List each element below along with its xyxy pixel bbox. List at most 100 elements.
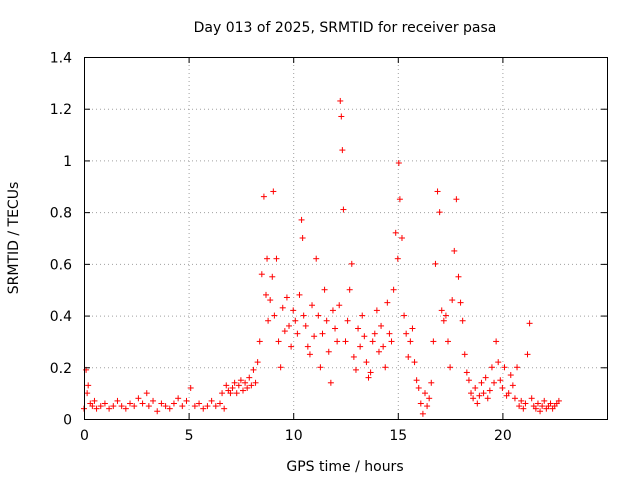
data-point (264, 255, 271, 262)
data-point (532, 405, 539, 412)
data-point (309, 302, 316, 309)
data-point (486, 387, 493, 394)
data-point (221, 405, 228, 412)
data-point (342, 338, 349, 345)
x-axis-label: GPS time / hours (286, 459, 403, 475)
data-point (110, 403, 117, 410)
data-point (212, 403, 219, 410)
data-point (273, 255, 280, 262)
y-axis-label: SRMTID / TECUs (6, 182, 22, 295)
data-point (440, 317, 447, 324)
data-point (474, 400, 481, 407)
data-point (118, 403, 125, 410)
data-point (267, 297, 274, 304)
data-point (405, 353, 412, 360)
data-point (478, 379, 485, 386)
data-point (346, 286, 353, 293)
chart-title: Day 013 of 2025, SRMTID for receiver pas… (194, 20, 497, 36)
data-point (371, 330, 378, 337)
data-point (457, 299, 464, 306)
axis-ticks: 0 5 10 15 20 0 0.2 0.4 0.6 0.8 1 1.2 1.4 (50, 51, 607, 444)
data-point (246, 374, 253, 381)
data-point (436, 209, 443, 216)
data-point (350, 353, 357, 360)
data-point (300, 312, 307, 319)
data-point (127, 400, 134, 407)
data-point (179, 403, 186, 410)
data-point (363, 359, 370, 366)
data-point (200, 405, 207, 412)
data-point (187, 384, 194, 391)
data-point (313, 255, 320, 262)
data-point (292, 317, 299, 324)
data-point (275, 338, 282, 345)
data-point (204, 403, 211, 410)
y-tick-label: 1.2 (50, 102, 72, 118)
data-point (279, 304, 286, 311)
data-point (396, 196, 403, 203)
data-point (319, 330, 326, 337)
data-point (409, 325, 416, 332)
data-point (522, 400, 529, 407)
data-point (219, 390, 226, 397)
data-point (461, 351, 468, 358)
data-point (526, 320, 533, 327)
data-point (382, 364, 389, 371)
data-point (398, 235, 405, 241)
data-point (447, 364, 454, 371)
data-point (539, 403, 546, 410)
data-point (480, 390, 487, 397)
y-tick-label: 0 (63, 413, 72, 429)
data-point (355, 325, 362, 332)
data-point (482, 374, 489, 381)
y-tick-label: 1.4 (50, 51, 72, 67)
data-point (365, 374, 372, 381)
data-point (493, 338, 500, 345)
data-point (451, 247, 458, 254)
data-point (101, 400, 108, 407)
data-point (327, 379, 334, 386)
data-point (242, 379, 249, 386)
data-point (269, 273, 276, 280)
data-point (336, 302, 343, 309)
data-point (373, 307, 380, 314)
data-point (488, 364, 495, 371)
data-point (547, 400, 554, 407)
data-point (299, 235, 306, 241)
data-point (534, 400, 541, 407)
data-point (296, 291, 303, 298)
data-point (394, 255, 401, 262)
data-point (340, 206, 347, 213)
data-point (89, 403, 96, 410)
data-point (281, 328, 288, 335)
data-point (499, 384, 506, 391)
data-point (426, 395, 433, 402)
data-point (352, 366, 359, 373)
data-point (315, 312, 322, 319)
data-point (229, 384, 236, 391)
data-point (317, 364, 324, 371)
plot-frame (84, 57, 608, 420)
data-point (455, 273, 462, 280)
data-point (254, 359, 261, 366)
data-point (417, 400, 424, 407)
data-point (85, 382, 92, 389)
data-point (162, 403, 169, 410)
data-point (501, 364, 508, 371)
data-point (407, 338, 414, 345)
data-point (294, 330, 301, 337)
data-point (361, 333, 368, 340)
data-point (248, 382, 255, 389)
data-point (505, 390, 512, 397)
data-point (428, 379, 435, 386)
y-tick-label: 0.2 (50, 361, 72, 377)
x-tick-label: 10 (285, 428, 303, 444)
data-point (196, 400, 203, 407)
data-point (386, 330, 393, 337)
data-point (145, 403, 152, 410)
data-point (411, 359, 418, 366)
data-point (321, 286, 328, 293)
data-point (258, 271, 265, 278)
data-point (392, 229, 399, 236)
